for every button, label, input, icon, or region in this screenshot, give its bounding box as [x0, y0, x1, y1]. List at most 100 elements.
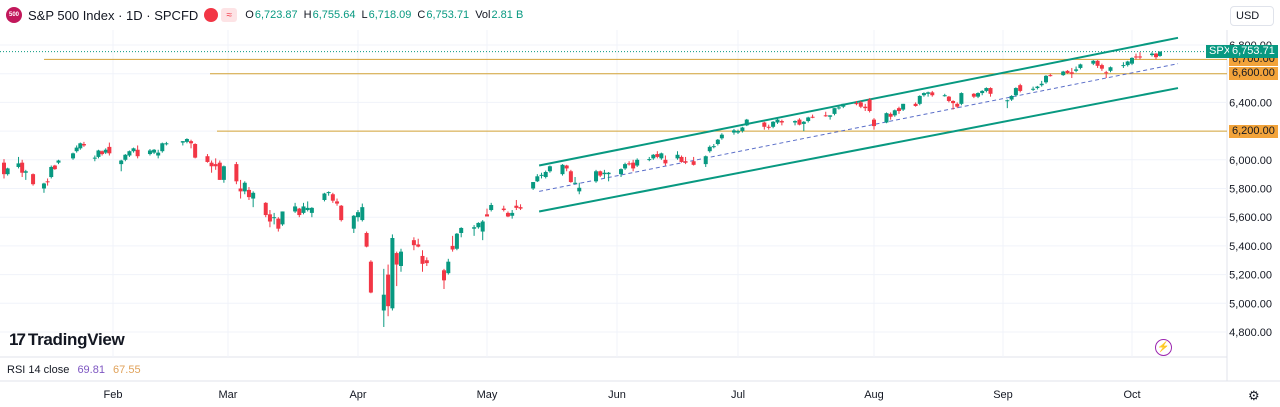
- candle: [1039, 80, 1044, 87]
- candle: [267, 210, 272, 228]
- candle-body: [1099, 65, 1104, 69]
- candle-body: [164, 143, 169, 145]
- candle: [683, 156, 688, 165]
- price-axis: 4,800.00 5,000.00 5,200.00 5,400.00 5,600.00…: [1229, 40, 1272, 339]
- candle: [335, 198, 340, 206]
- candle: [539, 172, 544, 179]
- candle-body: [1154, 53, 1158, 58]
- candle: [356, 210, 360, 222]
- candle: [510, 210, 515, 219]
- candle-body: [1018, 85, 1023, 91]
- candle-body: [762, 122, 767, 127]
- symbol-title[interactable]: S&P 500 Index · 1D · SPCFD: [28, 7, 199, 23]
- candle: [854, 100, 859, 106]
- candle-body: [1108, 67, 1113, 71]
- candle-body: [394, 253, 399, 265]
- candle-body: [1138, 56, 1142, 58]
- candle: [100, 150, 105, 156]
- candle: [766, 124, 771, 130]
- candle: [946, 95, 951, 103]
- candle-body: [360, 207, 365, 221]
- candle: [213, 158, 218, 170]
- candle-body: [683, 161, 688, 163]
- candle-body: [740, 127, 745, 132]
- channel-middle-line[interactable]: [539, 63, 1179, 192]
- candle: [867, 98, 872, 113]
- candle: [442, 268, 446, 289]
- candle-body: [152, 149, 157, 153]
- candle-body: [594, 171, 599, 182]
- candle: [411, 237, 416, 251]
- candle: [984, 87, 989, 93]
- candle-body: [1104, 72, 1109, 74]
- candle-body: [205, 156, 210, 162]
- candle: [1134, 53, 1138, 60]
- candle-body: [955, 103, 960, 107]
- candle: [631, 159, 636, 172]
- candle-body: [1035, 86, 1040, 89]
- candle-body: [135, 149, 140, 157]
- symbol-header[interactable]: 500 S&P 500 Index · 1D · SPCFD ≈ O 6,723…: [6, 6, 529, 24]
- candle: [663, 155, 668, 166]
- candle-body: [577, 187, 582, 192]
- candle-body: [801, 121, 806, 124]
- candle: [1065, 70, 1070, 74]
- candle: [103, 148, 108, 155]
- candle-body: [1091, 60, 1096, 64]
- candle: [651, 154, 656, 160]
- rsi-legend[interactable]: RSI 14 close 69.81 67.55: [7, 364, 141, 376]
- open-value: 6,723.87: [254, 9, 298, 21]
- lightning-icon[interactable]: ⚡: [1155, 339, 1172, 356]
- candle-body: [631, 162, 636, 169]
- channel-lower-line[interactable]: [538, 87, 1179, 213]
- candle: [793, 120, 798, 126]
- candle: [1154, 52, 1158, 60]
- candle: [280, 211, 285, 226]
- candle-body: [1048, 75, 1053, 77]
- candle-body: [390, 238, 395, 309]
- candle-body: [635, 159, 640, 166]
- candle: [884, 112, 889, 124]
- candle-body: [531, 182, 536, 189]
- candle: [1158, 51, 1162, 57]
- candle: [1018, 83, 1023, 93]
- x-tick-label: Jul: [731, 389, 745, 401]
- settings-gear-icon[interactable]: ⚙: [1248, 388, 1260, 403]
- candle: [123, 154, 128, 162]
- candle-body: [971, 93, 976, 97]
- candle: [762, 121, 767, 130]
- candle: [531, 182, 536, 190]
- candle: [20, 159, 25, 178]
- candle: [501, 205, 506, 212]
- candle: [1009, 95, 1014, 101]
- candle: [703, 155, 708, 167]
- candle: [573, 177, 578, 185]
- candle: [1099, 63, 1104, 71]
- candle-body: [339, 205, 344, 221]
- candle: [744, 118, 749, 127]
- candle: [719, 133, 724, 140]
- candle: [775, 118, 780, 124]
- symbol-price-tag: SPX: [1206, 45, 1235, 59]
- candle-body: [156, 152, 161, 156]
- candle: [276, 217, 281, 232]
- candle-body: [489, 205, 494, 211]
- candle: [771, 121, 776, 129]
- candle-body: [731, 130, 736, 133]
- y-tick-label: 5,600.00: [1229, 212, 1272, 224]
- candle: [863, 103, 868, 112]
- candle: [322, 192, 327, 202]
- channel-upper-line[interactable]: [538, 36, 1179, 167]
- tradingview-logo[interactable]: 17 TradingView: [9, 330, 125, 350]
- candle: [326, 191, 331, 196]
- candle-body: [832, 108, 837, 114]
- candle-body: [711, 146, 716, 148]
- x-tick-label: Oct: [1123, 389, 1140, 401]
- currency-select[interactable]: USD: [1230, 6, 1274, 26]
- candle: [242, 181, 247, 195]
- candle-body: [514, 205, 519, 208]
- candle-body: [1031, 88, 1036, 90]
- candle: [480, 220, 485, 241]
- candle: [535, 174, 540, 183]
